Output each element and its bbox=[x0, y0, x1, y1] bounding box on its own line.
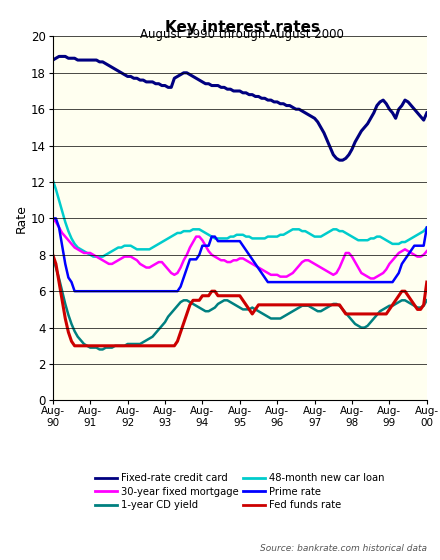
48-month new car loan bbox=[424, 224, 429, 231]
48-month new car loan bbox=[306, 230, 311, 236]
1-year CD yield bbox=[97, 346, 102, 353]
Prime rate bbox=[287, 279, 292, 286]
Prime rate bbox=[402, 256, 407, 263]
Fixed-rate credit card bbox=[56, 53, 62, 60]
Y-axis label: Rate: Rate bbox=[15, 204, 28, 233]
30-year fixed mortgage bbox=[88, 250, 93, 256]
30-year fixed mortgage bbox=[368, 275, 373, 282]
Fixed-rate credit card bbox=[212, 82, 217, 89]
1-year CD yield bbox=[402, 297, 407, 304]
48-month new car loan bbox=[91, 253, 96, 260]
1-year CD yield bbox=[306, 302, 311, 309]
Fed funds rate bbox=[402, 288, 407, 295]
Prime rate bbox=[72, 288, 77, 295]
1-year CD yield bbox=[212, 304, 217, 311]
Fixed-rate credit card bbox=[91, 57, 96, 63]
Legend: Fixed-rate credit card, 30-year fixed mortgage, 1-year CD yield, 48-month new ca: Fixed-rate credit card, 30-year fixed mo… bbox=[91, 469, 389, 514]
Fed funds rate bbox=[72, 343, 77, 349]
Text: Source: bankrate.com historical data: Source: bankrate.com historical data bbox=[260, 544, 427, 553]
30-year fixed mortgage bbox=[402, 246, 407, 253]
Fed funds rate bbox=[140, 343, 146, 349]
30-year fixed mortgage bbox=[50, 215, 55, 222]
Prime rate bbox=[212, 234, 217, 240]
48-month new car loan bbox=[212, 235, 217, 242]
Fixed-rate credit card bbox=[406, 99, 411, 105]
Line: Prime rate: Prime rate bbox=[53, 218, 427, 291]
48-month new car loan bbox=[88, 251, 93, 258]
Fed funds rate bbox=[91, 343, 96, 349]
30-year fixed mortgage bbox=[424, 248, 429, 254]
1-year CD yield bbox=[50, 253, 55, 260]
Fed funds rate bbox=[212, 288, 217, 295]
Text: August 1990 through August 2000: August 1990 through August 2000 bbox=[140, 28, 344, 41]
Line: 48-month new car loan: 48-month new car loan bbox=[53, 180, 427, 256]
30-year fixed mortgage bbox=[209, 251, 214, 258]
Fixed-rate credit card bbox=[50, 57, 55, 63]
Prime rate bbox=[140, 288, 146, 295]
Fixed-rate credit card bbox=[287, 102, 292, 109]
Text: Key interest rates: Key interest rates bbox=[165, 20, 319, 35]
48-month new car loan bbox=[140, 246, 146, 253]
Fed funds rate bbox=[424, 279, 429, 286]
1-year CD yield bbox=[140, 339, 146, 346]
Line: 1-year CD yield: 1-year CD yield bbox=[53, 256, 427, 349]
30-year fixed mortgage bbox=[303, 257, 308, 264]
Fixed-rate credit card bbox=[337, 157, 342, 164]
1-year CD yield bbox=[424, 297, 429, 304]
Prime rate bbox=[424, 224, 429, 231]
Line: 30-year fixed mortgage: 30-year fixed mortgage bbox=[53, 218, 427, 278]
Line: Fed funds rate: Fed funds rate bbox=[53, 255, 427, 346]
30-year fixed mortgage bbox=[137, 260, 143, 267]
Line: Fixed-rate credit card: Fixed-rate credit card bbox=[53, 57, 427, 160]
48-month new car loan bbox=[402, 239, 407, 245]
1-year CD yield bbox=[88, 344, 93, 351]
Fed funds rate bbox=[306, 301, 311, 308]
1-year CD yield bbox=[287, 310, 292, 316]
Fixed-rate credit card bbox=[140, 77, 146, 83]
48-month new car loan bbox=[50, 177, 55, 184]
Fixed-rate credit card bbox=[424, 110, 429, 116]
Prime rate bbox=[306, 279, 311, 286]
48-month new car loan bbox=[287, 228, 292, 235]
Fed funds rate bbox=[287, 301, 292, 308]
Fed funds rate bbox=[50, 251, 55, 258]
Fixed-rate credit card bbox=[306, 111, 311, 118]
Prime rate bbox=[91, 288, 96, 295]
Prime rate bbox=[50, 215, 55, 222]
30-year fixed mortgage bbox=[284, 273, 289, 280]
